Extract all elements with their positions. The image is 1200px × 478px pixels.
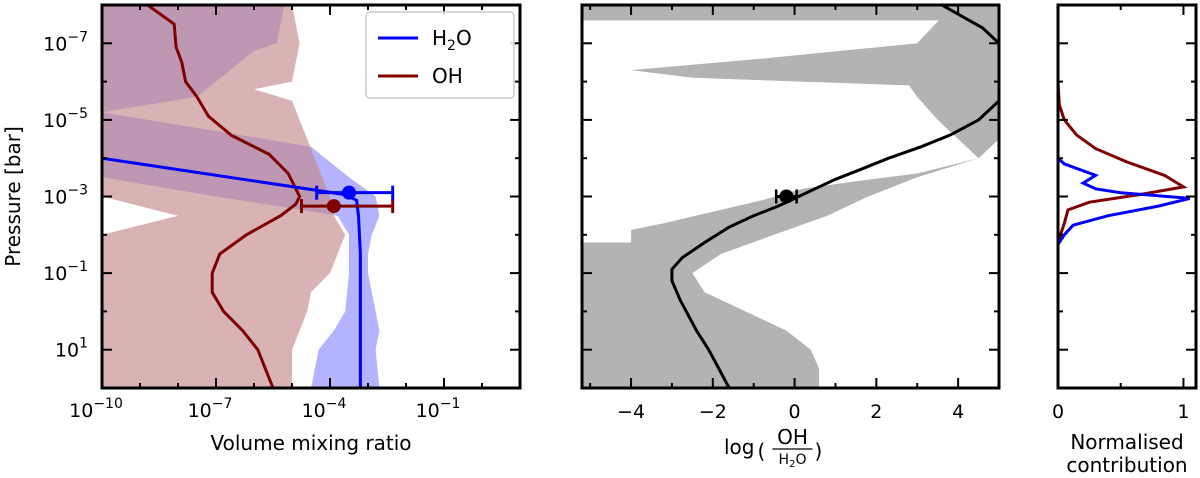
- ratio-line-upper: [941, 5, 999, 45]
- x-tick-label-part: 10: [69, 400, 93, 422]
- y-tick-label-part: 10: [43, 187, 67, 209]
- x-axis-label: Volume mixing ratio: [210, 431, 411, 455]
- x-tick-label-part: 10: [416, 400, 440, 422]
- x-tick-label: 10−10: [69, 396, 123, 422]
- ratio-line: [670, 99, 999, 388]
- x-tick-label: 4: [952, 401, 964, 423]
- y-tick-label-part: −1: [67, 259, 88, 275]
- x-tick-label: 10−1: [416, 396, 461, 422]
- plot-frame: [580, 3, 1001, 390]
- legend-label-oh-part: OH: [432, 64, 463, 88]
- y-tick-label-part: 10: [55, 340, 79, 362]
- panel-vmr: 10−10 10−7 10−4 10−110−710−510−310−1101Volu…: [1, 3, 522, 455]
- x-tick-label: 10−4: [302, 396, 347, 422]
- x-axis-label-denominator: H2O: [779, 452, 807, 470]
- x-tick-label: −4: [617, 401, 645, 423]
- x-axis-label-denominator-part: 2: [789, 459, 795, 470]
- oh-band: [102, 5, 346, 388]
- x-tick-label-part: 10: [188, 400, 212, 422]
- x-tick-label: 0: [1052, 401, 1064, 423]
- y-tick-label: 101: [55, 336, 88, 362]
- y-tick-label-part: 10: [43, 33, 67, 55]
- legend-label-h2o-part: O: [456, 26, 472, 50]
- x-tick-label: 2: [870, 401, 882, 423]
- oh-line: [146, 5, 302, 388]
- x-tick-label-part: −7: [212, 396, 233, 412]
- y-tick-label-part: 10: [43, 110, 67, 132]
- x-tick-label-part: −4: [326, 396, 347, 412]
- x-tick-label-part: −10: [93, 396, 123, 412]
- y-tick-label-part: −3: [67, 183, 88, 199]
- plot-frame: [1056, 3, 1198, 390]
- legend-label-h2o-part: 2: [447, 38, 456, 54]
- y-tick-label: 10−7: [43, 29, 88, 55]
- y-tick-label-part: 1: [79, 336, 88, 352]
- x-axis-label-line2: contribution: [1066, 453, 1187, 477]
- legend-label-h2o: H2O: [432, 26, 472, 54]
- y-tick-label-part: −5: [67, 106, 88, 122]
- x-tick-label: 1: [1177, 401, 1189, 423]
- y-tick-label-part: −7: [67, 29, 88, 45]
- h2o-point: [342, 185, 356, 200]
- x-axis-label-paren-open: (: [758, 439, 766, 463]
- plot-area: [1058, 58, 1191, 251]
- y-tick-label: 10−5: [43, 106, 88, 132]
- x-tick-label: −2: [699, 401, 727, 423]
- x-axis-label-denominator-part: H: [779, 452, 790, 468]
- oh-point: [326, 199, 341, 214]
- x-axis-label-line1: Normalised: [1070, 430, 1183, 454]
- x-axis-label-paren-close: ): [815, 439, 823, 463]
- legend-label-h2o-part: H: [432, 26, 447, 50]
- plot-area: [102, 5, 380, 388]
- x-axis-label-prefix: log: [724, 435, 755, 459]
- ratio-point: [779, 189, 794, 204]
- oh-contribution-line: [1058, 58, 1188, 251]
- y-axis-label: Pressure [bar]: [1, 126, 25, 267]
- ratio-band-top: [582, 5, 999, 21]
- y-tick-label: 10−3: [43, 183, 88, 209]
- x-axis-label-denominator-part: O: [795, 452, 806, 468]
- legend-label-oh: OH: [432, 64, 463, 88]
- h2o-contribution-line: [1058, 150, 1191, 251]
- y-tick-label: 10−1: [43, 259, 88, 285]
- ratio-band-gap: [582, 12, 979, 243]
- plot-frame: [100, 3, 522, 390]
- x-tick-label: 0: [789, 401, 801, 423]
- x-axis-label-numerator: OH: [777, 425, 808, 449]
- ratio-band-gap-left: [582, 5, 632, 243]
- x-tick-label: 10−7: [188, 396, 233, 422]
- x-tick-label-part: 10: [302, 400, 326, 422]
- x-tick-label-part: −1: [440, 396, 461, 412]
- y-tick-label-part: 10: [43, 263, 67, 285]
